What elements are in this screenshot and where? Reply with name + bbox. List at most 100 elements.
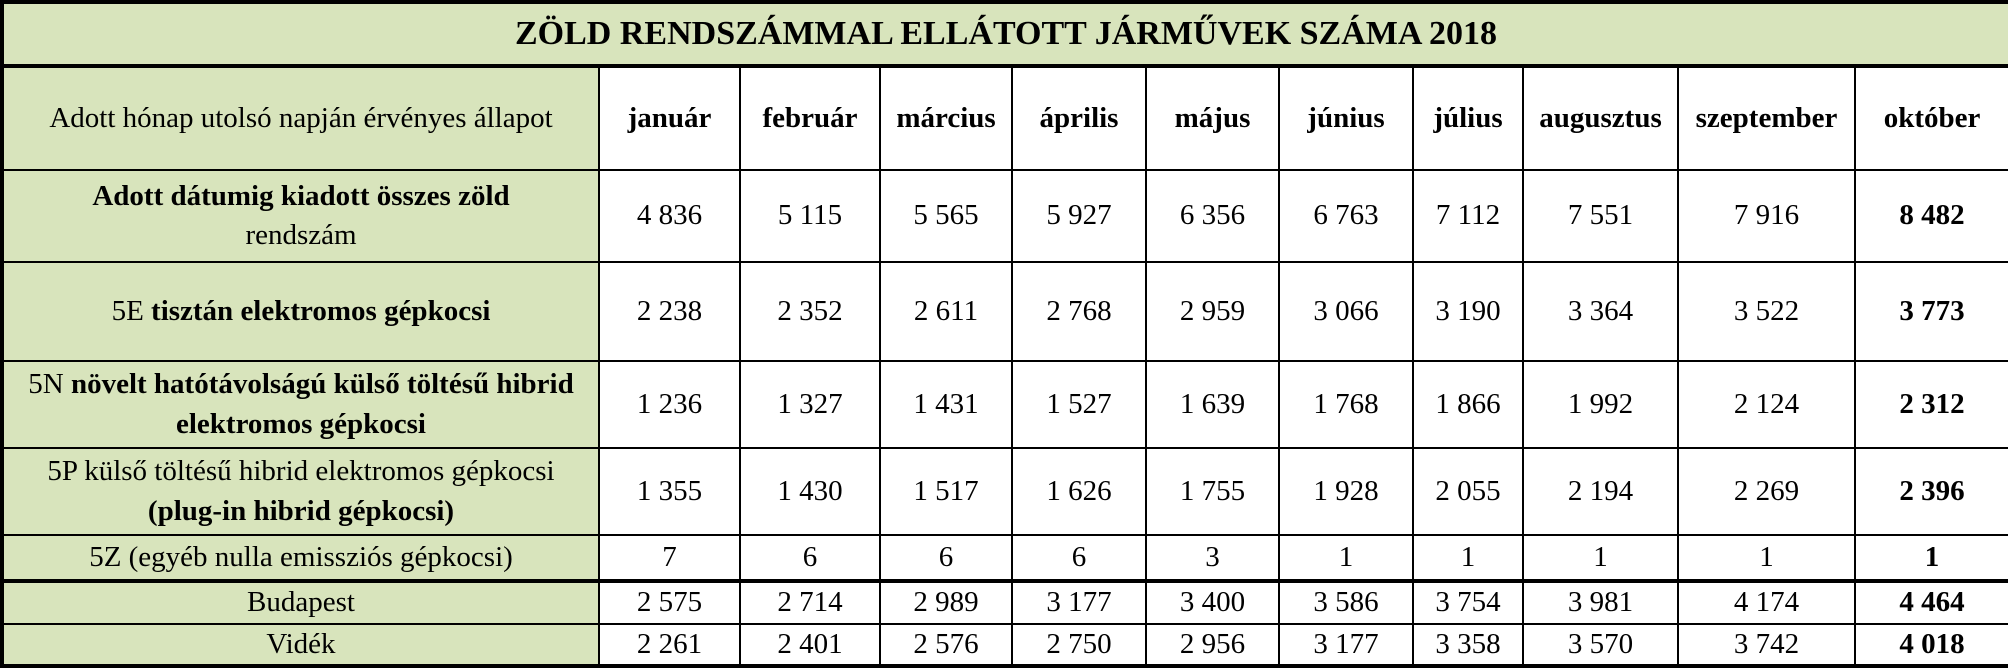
cell-value: 1 xyxy=(1522,534,1679,582)
data-row: Adott dátumig kiadott összes zöld rendszá… xyxy=(1,169,2008,263)
data-row: 5N növelt hatótávolságú külső töltésű hi… xyxy=(1,360,2008,449)
cell-value: 2 575 xyxy=(598,579,741,625)
data-row: 5P külső töltésű hibrid elektromos gépko… xyxy=(1,447,2008,536)
row-label: Adott dátumig kiadott összes zöld rendszá… xyxy=(1,169,600,263)
row-label-part: 5P külső töltésű hibrid elektromos gépko… xyxy=(47,455,555,488)
cell-value: 1 327 xyxy=(739,360,881,449)
cell-value: 2 611 xyxy=(879,261,1013,362)
cell-value: 6 356 xyxy=(1145,169,1280,263)
cell-value: 3 190 xyxy=(1412,261,1524,362)
row-label-part: Vidék xyxy=(266,628,336,660)
cell-value: 1 431 xyxy=(879,360,1013,449)
cell-value: 1 626 xyxy=(1011,447,1147,536)
cell-value: 7 916 xyxy=(1677,169,1856,263)
state-header: Adott hónap utolsó napján érvényes állap… xyxy=(1,65,600,171)
cell-value: 1 xyxy=(1412,534,1524,582)
cell-value: 2 401 xyxy=(739,622,881,668)
cell-value: 6 xyxy=(739,534,881,582)
cell-value: 3 066 xyxy=(1278,261,1414,362)
cell-value: 2 238 xyxy=(598,261,741,362)
cell-value: 3 177 xyxy=(1011,579,1147,625)
cell-value: 1 755 xyxy=(1145,447,1280,536)
cell-value: 2 352 xyxy=(739,261,881,362)
data-row: 5Z (egyéb nulla emissziós gépkocsi) 7 6 6 6 3… xyxy=(1,534,2008,582)
month-header: február xyxy=(739,65,881,171)
cell-value: 1 xyxy=(1853,534,2008,582)
month-header: július xyxy=(1412,65,1524,171)
row-label-part: Adott dátumig kiadott összes zöld xyxy=(92,179,510,212)
cell-value: 4 836 xyxy=(598,169,741,263)
cell-value: 5 115 xyxy=(739,169,881,263)
row-label: 5N növelt hatótávolságú külső töltésű hi… xyxy=(1,360,600,449)
month-header: április xyxy=(1011,65,1147,171)
cell-value: 8 482 xyxy=(1853,169,2008,263)
cell-value: 1 768 xyxy=(1278,360,1414,449)
cell-value: 1 355 xyxy=(598,447,741,536)
cell-value: 7 551 xyxy=(1522,169,1679,263)
cell-value: 1 866 xyxy=(1412,360,1524,449)
cell-value: 3 570 xyxy=(1522,622,1679,668)
cell-value: 1 517 xyxy=(879,447,1013,536)
cell-value: 1 527 xyxy=(1011,360,1147,449)
cell-value: 2 989 xyxy=(879,579,1013,625)
month-header: január xyxy=(598,65,741,171)
row-label-part: (plug-in hibrid gépkocsi) xyxy=(147,494,455,527)
month-header: június xyxy=(1278,65,1414,171)
title-row: ZÖLD RENDSZÁMMAL ELLÁTOTT JÁRMŰVEK SZÁMA… xyxy=(0,1,2008,68)
cell-value: 2 768 xyxy=(1011,261,1147,362)
table-title: ZÖLD RENDSZÁMMAL ELLÁTOTT JÁRMŰVEK SZÁMA… xyxy=(0,1,2008,68)
header-row: Adott hónap utolsó napján érvényes állap… xyxy=(1,65,2008,171)
row-label-part: 5E xyxy=(111,294,144,327)
cell-value: 3 177 xyxy=(1278,622,1414,668)
cell-value: 6 xyxy=(879,534,1013,582)
month-header: október xyxy=(1853,65,2008,171)
month-header: augusztus xyxy=(1522,65,1679,171)
row-label-part: 5Z (egyéb nulla emissziós gépkocsi) xyxy=(89,540,513,573)
cell-value: 1 992 xyxy=(1522,360,1679,449)
row-label-part: tisztán elektromos gépkocsi xyxy=(151,294,491,327)
row-label: 5E tisztán elektromos gépkocsi xyxy=(1,261,600,362)
month-header: szeptember xyxy=(1677,65,1856,171)
row-label: Vidék xyxy=(1,622,600,668)
row-label: 5P külső töltésű hibrid elektromos gépko… xyxy=(1,447,600,536)
cell-value: 2 396 xyxy=(1853,447,2008,536)
cell-value: 2 194 xyxy=(1522,447,1679,536)
data-row: Budapest 2 575 2 714 2 989 3 177 3 400 3 586 3 … xyxy=(1,579,2008,625)
cell-value: 3 364 xyxy=(1522,261,1679,362)
row-label: 5Z (egyéb nulla emissziós gépkocsi) xyxy=(1,534,600,582)
cell-value: 4 464 xyxy=(1853,579,2008,625)
cell-value: 2 269 xyxy=(1677,447,1856,536)
cell-value: 2 576 xyxy=(879,622,1013,668)
cell-value: 2 959 xyxy=(1145,261,1280,362)
cell-value: 3 358 xyxy=(1412,622,1524,668)
cell-value: 1 xyxy=(1278,534,1414,582)
cell-value: 4 174 xyxy=(1677,579,1856,625)
cell-value: 3 400 xyxy=(1145,579,1280,625)
cell-value: 2 055 xyxy=(1412,447,1524,536)
cell-value: 3 522 xyxy=(1677,261,1856,362)
cell-value: 1 xyxy=(1677,534,1856,582)
cell-value: 7 112 xyxy=(1412,169,1524,263)
cell-value: 2 261 xyxy=(598,622,741,668)
cell-value: 2 124 xyxy=(1677,360,1856,449)
cell-value: 1 928 xyxy=(1278,447,1414,536)
cell-value: 6 xyxy=(1011,534,1147,582)
cell-value: 7 xyxy=(598,534,741,582)
row-label-part: rendszám xyxy=(245,219,357,251)
month-header: március xyxy=(879,65,1013,171)
data-row: 5E tisztán elektromos gépkocsi 2 238 2 352… xyxy=(1,261,2008,362)
cell-value: 4 018 xyxy=(1853,622,2008,668)
row-label-part: Budapest xyxy=(247,586,355,619)
cell-value: 6 763 xyxy=(1278,169,1414,263)
cell-value: 3 981 xyxy=(1522,579,1679,625)
cell-value: 3 586 xyxy=(1278,579,1414,625)
data-row: Vidék 2 261 2 401 2 576 2 750 2 956 3 177 3 358… xyxy=(1,622,2008,668)
cell-value: 3 754 xyxy=(1412,579,1524,625)
cell-value: 2 312 xyxy=(1853,360,2008,449)
cell-value: 2 750 xyxy=(1011,622,1147,668)
cell-value: 3 742 xyxy=(1677,622,1856,668)
row-label-part: növelt hatótávolságú külső töltésű hibri… xyxy=(70,368,574,440)
cell-value: 3 773 xyxy=(1853,261,2008,362)
cell-value: 1 236 xyxy=(598,360,741,449)
